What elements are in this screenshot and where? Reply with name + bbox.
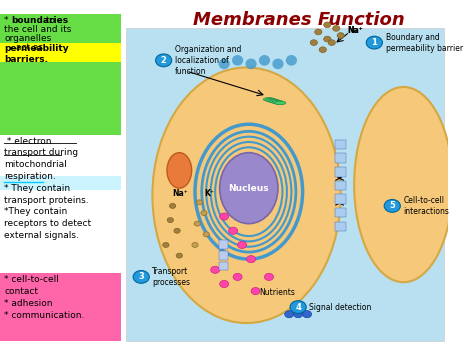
Circle shape [319,47,327,53]
FancyBboxPatch shape [219,251,228,260]
Circle shape [310,40,318,45]
FancyBboxPatch shape [335,153,346,163]
Circle shape [174,228,180,233]
Circle shape [337,33,344,38]
Circle shape [285,311,293,318]
Circle shape [233,273,242,280]
Circle shape [219,213,228,220]
Circle shape [328,40,335,45]
Text: Signal detection: Signal detection [310,302,372,312]
Circle shape [302,311,311,318]
FancyBboxPatch shape [335,181,346,190]
Circle shape [170,203,176,208]
Circle shape [211,266,219,273]
Text: * electron
transport during
mitochondrial
respiration.
* They contain
transport : * electron transport during mitochondria… [4,137,91,240]
Circle shape [315,29,322,35]
Ellipse shape [219,59,230,69]
FancyBboxPatch shape [335,167,346,177]
Ellipse shape [354,87,453,282]
Text: Nutrients: Nutrients [259,288,295,297]
Circle shape [333,26,340,31]
FancyBboxPatch shape [0,176,121,190]
Circle shape [192,242,198,247]
FancyBboxPatch shape [335,140,346,149]
Text: * cell-to-cell
contact
* adhesion
* communication.: * cell-to-cell contact * adhesion * comm… [4,275,85,320]
Circle shape [228,227,237,234]
Ellipse shape [273,100,283,104]
FancyBboxPatch shape [335,208,346,218]
Ellipse shape [274,101,286,105]
Ellipse shape [167,153,191,188]
Ellipse shape [153,67,341,323]
Circle shape [176,253,182,258]
FancyBboxPatch shape [126,28,444,341]
Text: 5: 5 [389,201,395,211]
Ellipse shape [286,55,297,66]
Text: *: * [4,16,12,25]
Text: permeability
barriers.: permeability barriers. [4,44,69,64]
Text: - act as: - act as [4,43,44,51]
Ellipse shape [259,55,270,66]
Text: 4: 4 [295,302,301,312]
Text: Cell-to-cell
interactions: Cell-to-cell interactions [403,196,449,216]
Ellipse shape [219,153,278,224]
Text: the cell and its: the cell and its [4,25,72,34]
FancyBboxPatch shape [0,14,121,135]
Ellipse shape [268,99,279,103]
Circle shape [203,232,210,237]
Text: Na⁺: Na⁺ [347,26,363,35]
Circle shape [264,273,273,280]
FancyBboxPatch shape [219,240,228,249]
Text: Transport
processes: Transport processes [153,267,191,287]
Circle shape [246,256,255,263]
Circle shape [237,241,246,248]
Circle shape [219,280,228,288]
Circle shape [324,22,331,28]
FancyBboxPatch shape [219,262,228,270]
Circle shape [251,288,260,295]
Ellipse shape [273,59,283,69]
Text: Boundary and
permeability barrier: Boundary and permeability barrier [385,33,463,53]
Circle shape [163,242,169,247]
FancyBboxPatch shape [0,43,121,62]
Circle shape [384,200,401,212]
FancyBboxPatch shape [0,273,121,341]
Text: Na⁺: Na⁺ [347,26,363,35]
Text: to: to [43,16,55,25]
Ellipse shape [246,59,256,69]
Circle shape [196,200,202,205]
FancyBboxPatch shape [335,194,346,204]
Circle shape [133,271,149,283]
Text: boundaries: boundaries [11,16,68,25]
Ellipse shape [264,98,274,101]
Circle shape [155,54,172,67]
Text: Na⁺: Na⁺ [173,189,188,198]
Circle shape [324,36,331,42]
Text: organelles: organelles [4,34,52,43]
Text: Organization and
localization of
function: Organization and localization of functio… [175,45,241,76]
Text: 2: 2 [161,56,166,65]
Text: 3: 3 [138,272,144,282]
Ellipse shape [265,98,277,102]
Text: Membranes Function: Membranes Function [193,11,404,29]
Text: Nucleus: Nucleus [228,184,269,193]
Circle shape [167,218,173,223]
Circle shape [293,311,302,318]
Ellipse shape [270,100,281,103]
Text: 1: 1 [372,38,377,47]
Circle shape [366,36,383,49]
Circle shape [201,211,207,215]
Circle shape [194,221,201,226]
Text: K⁺: K⁺ [204,189,214,198]
FancyBboxPatch shape [335,222,346,231]
Ellipse shape [232,55,243,66]
Circle shape [290,301,306,313]
